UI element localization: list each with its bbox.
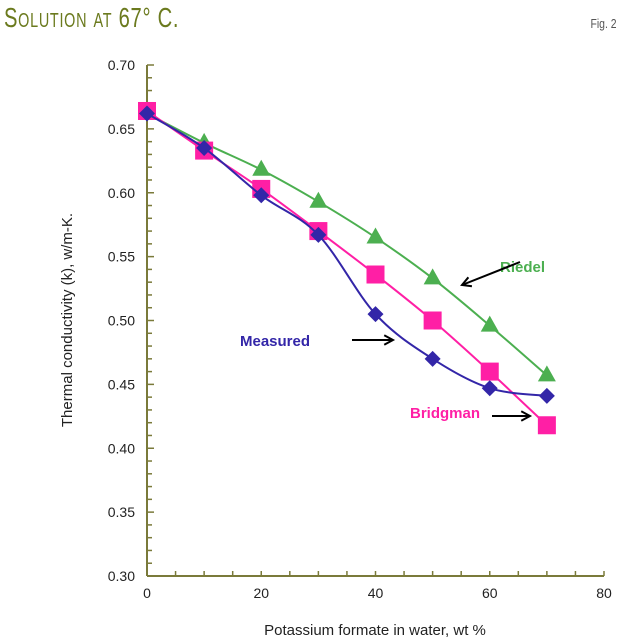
x-tick-label: 60 (482, 585, 498, 601)
y-tick-label: 0.30 (108, 568, 135, 584)
x-tick-label: 0 (143, 585, 151, 601)
arrow-head-icon (383, 334, 396, 346)
data-point (423, 311, 442, 330)
x-axis-label: Potassium formate in water, wt % (264, 622, 486, 639)
x-tick-label: 40 (368, 585, 384, 601)
series-label-bridgman: Bridgman (410, 405, 480, 422)
arrow-head-icon (520, 410, 533, 422)
y-tick-label: 0.45 (108, 376, 135, 392)
arrow-icon (461, 261, 521, 286)
chart-title: Solution at 67° C. (4, 2, 180, 33)
data-point (424, 350, 441, 367)
data-point (252, 159, 271, 176)
y-tick-label: 0.70 (108, 57, 135, 73)
data-point (196, 140, 213, 157)
data-point (423, 268, 442, 285)
y-tick-label: 0.65 (108, 121, 135, 137)
y-tick-label: 0.35 (108, 504, 135, 520)
series-measured (139, 105, 555, 404)
data-point (253, 187, 270, 204)
data-point (480, 315, 499, 332)
data-point (480, 362, 499, 381)
series-label-riedel: Riedel (500, 259, 545, 276)
y-tick-label: 0.50 (108, 313, 135, 329)
y-tick-label: 0.40 (108, 440, 135, 456)
data-point (139, 105, 155, 122)
y-tick-label: 0.55 (108, 249, 135, 265)
data-point (538, 387, 555, 404)
series-label-measured: Measured (240, 333, 310, 350)
data-point (366, 227, 385, 244)
y-tick-label: 0.60 (108, 185, 135, 201)
data-point (366, 265, 385, 284)
data-point (481, 380, 498, 397)
figure-label: Fig. 2 (590, 16, 617, 31)
arrow-head-icon (460, 276, 473, 288)
data-point (310, 226, 327, 243)
y-axis-label: Thermal conductivity (k), w/m-K. (59, 213, 76, 427)
x-tick-label: 80 (596, 585, 612, 601)
data-point (309, 191, 328, 208)
series-line (146, 112, 548, 397)
data-point (367, 306, 384, 323)
data-point (537, 365, 556, 382)
x-tick-label: 20 (253, 585, 269, 601)
data-point (537, 416, 556, 435)
